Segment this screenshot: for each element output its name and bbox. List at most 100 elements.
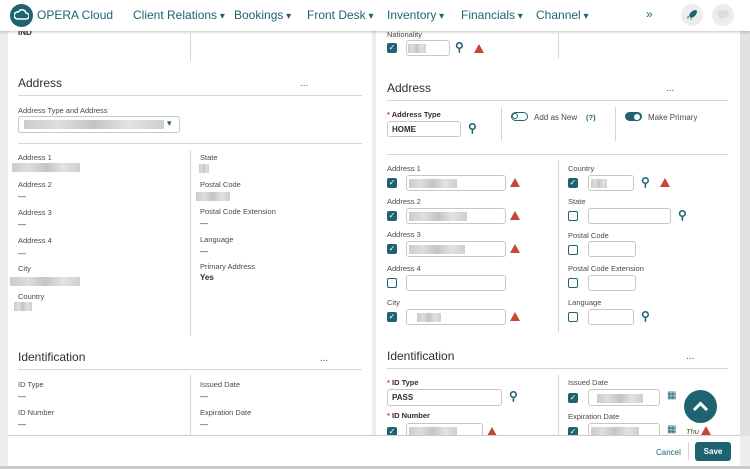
- nav-bookings[interactable]: Bookings: [234, 8, 291, 22]
- language-checkbox[interactable]: [568, 312, 578, 322]
- address1-checkbox[interactable]: ✓: [387, 178, 397, 188]
- id-number-checkbox[interactable]: ✓: [387, 427, 397, 437]
- postal-code-checkbox[interactable]: [568, 245, 578, 255]
- field-label: Address 2: [387, 197, 421, 206]
- issued-date-input[interactable]: [588, 389, 660, 406]
- field-label: Address 2: [18, 180, 52, 189]
- address-type-input[interactable]: HOME: [387, 121, 461, 137]
- field-label: State: [200, 153, 218, 162]
- address-heading: Address: [387, 81, 432, 95]
- search-icon[interactable]: ⚲: [468, 121, 477, 135]
- postal-code-input[interactable]: [588, 241, 636, 257]
- field-label: Postal Code: [568, 231, 609, 240]
- country-checkbox[interactable]: ✓: [568, 178, 578, 188]
- expiration-date-checkbox[interactable]: ✓: [568, 427, 578, 437]
- cancel-button[interactable]: Cancel: [656, 448, 681, 457]
- address2-checkbox[interactable]: ✓: [387, 211, 397, 221]
- postal-code-extension-input[interactable]: [588, 275, 636, 291]
- scrollbar[interactable]: [740, 31, 750, 436]
- state-checkbox[interactable]: [568, 211, 578, 221]
- issued-date-checkbox[interactable]: ✓: [568, 393, 578, 403]
- address-more-button[interactable]: ...: [666, 83, 675, 94]
- field-label: Postal Code Extension: [568, 264, 644, 273]
- field-label: Issued Date: [568, 378, 609, 387]
- address2-input[interactable]: [406, 208, 506, 224]
- nav-channel[interactable]: Channel: [536, 8, 589, 22]
- language-input[interactable]: [588, 309, 634, 325]
- brand-name: OPERA Cloud: [37, 8, 114, 22]
- address-type-label: Address Type: [387, 110, 441, 119]
- warning-icon: [510, 178, 520, 187]
- nav-financials[interactable]: Financials: [461, 8, 523, 22]
- field-label: Address 3: [18, 208, 52, 217]
- field-value: —: [18, 420, 26, 429]
- field-label: City: [18, 264, 31, 273]
- id-type-input[interactable]: PASS: [387, 389, 502, 406]
- make-primary-toggle[interactable]: [625, 112, 642, 121]
- warning-icon: [487, 427, 497, 436]
- address3-checkbox[interactable]: ✓: [387, 244, 397, 254]
- opera-logo-icon[interactable]: [10, 4, 33, 27]
- address4-input[interactable]: [406, 275, 506, 291]
- warning-icon: [474, 44, 484, 53]
- save-button[interactable]: Save: [695, 442, 731, 461]
- field-label: Address 1: [18, 153, 52, 162]
- warning-icon: [510, 211, 520, 220]
- chat-icon[interactable]: [712, 4, 734, 26]
- help-icon[interactable]: (?): [586, 113, 596, 122]
- primary-address-value: Yes: [200, 273, 214, 282]
- nav-client-relations[interactable]: Client Relations: [133, 8, 225, 22]
- field-label: Issued Date: [200, 380, 241, 389]
- nationality-label: Nationality: [387, 30, 423, 39]
- rocket-icon[interactable]: [681, 4, 703, 26]
- field-value: —: [18, 192, 26, 201]
- search-icon[interactable]: ⚲: [641, 175, 650, 189]
- expiration-day: Thu: [686, 427, 699, 436]
- id-type-value: PASS: [392, 393, 414, 402]
- field-value: —: [200, 420, 208, 429]
- address-type-select[interactable]: ▾: [18, 116, 180, 133]
- add-as-new-label: Add as New: [534, 113, 578, 122]
- city-input[interactable]: [406, 309, 506, 325]
- field-label: Postal Code: [200, 180, 241, 189]
- address-type-label: Address Type and Address: [18, 106, 108, 115]
- search-icon[interactable]: ⚲: [509, 389, 518, 403]
- field-label: Country: [18, 292, 45, 301]
- more-nav-button[interactable]: »: [646, 7, 653, 21]
- address3-input[interactable]: [406, 241, 506, 257]
- top-nav-bar: OPERA Cloud Client Relations Bookings Fr…: [0, 0, 750, 31]
- field-value: —: [200, 219, 208, 228]
- field-label: Language: [568, 298, 602, 307]
- warning-icon: [660, 178, 670, 187]
- country-input[interactable]: [588, 175, 634, 191]
- field-value: —: [18, 392, 26, 401]
- add-as-new-toggle[interactable]: [511, 112, 528, 121]
- field-label: Expiration Date: [568, 412, 620, 421]
- nav-inventory[interactable]: Inventory: [387, 8, 444, 22]
- address-more-button[interactable]: ...: [300, 78, 309, 89]
- search-icon[interactable]: ⚲: [641, 309, 650, 323]
- calendar-icon[interactable]: ▦: [667, 390, 677, 401]
- search-icon[interactable]: ⚲: [678, 208, 687, 222]
- warning-icon: [510, 312, 520, 321]
- warning-icon: [510, 244, 520, 253]
- address1-input[interactable]: [406, 175, 506, 191]
- field-label: Language: [200, 235, 234, 244]
- nav-front-desk[interactable]: Front Desk: [307, 8, 374, 22]
- calendar-icon[interactable]: ▦: [667, 424, 677, 435]
- address4-checkbox[interactable]: [387, 278, 397, 288]
- scroll-to-top-button[interactable]: [684, 390, 717, 423]
- search-icon[interactable]: ⚲: [455, 40, 464, 54]
- field-label: Address 1: [387, 164, 421, 173]
- state-input[interactable]: [588, 208, 671, 224]
- postal-code-extension-checkbox[interactable]: [568, 278, 578, 288]
- field-label: Address 4: [18, 236, 52, 245]
- identification-more-button[interactable]: ...: [686, 351, 695, 362]
- field-label: Postal Code Extension: [200, 207, 276, 216]
- identification-more-button[interactable]: ...: [320, 353, 329, 364]
- nationality-checkbox[interactable]: ✓: [387, 43, 397, 53]
- nationality-input[interactable]: [406, 40, 450, 56]
- chevron-down-icon: ▾: [167, 118, 172, 128]
- make-primary-label: Make Primary: [648, 113, 698, 122]
- city-checkbox[interactable]: ✓: [387, 312, 397, 322]
